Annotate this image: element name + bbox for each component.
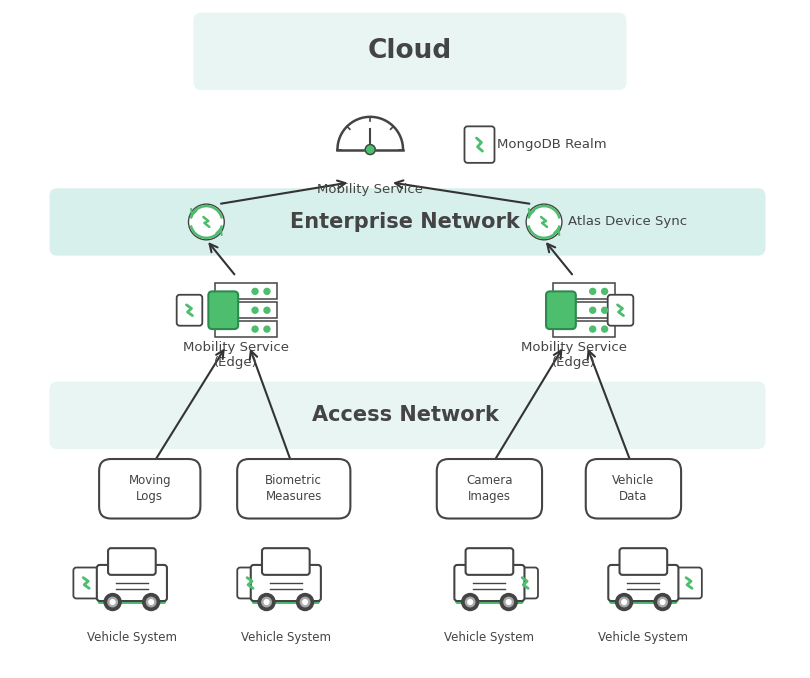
Circle shape xyxy=(264,307,270,313)
FancyBboxPatch shape xyxy=(553,283,615,299)
Circle shape xyxy=(147,597,156,607)
FancyBboxPatch shape xyxy=(454,565,524,601)
Circle shape xyxy=(264,288,270,294)
Circle shape xyxy=(252,307,258,313)
FancyBboxPatch shape xyxy=(262,549,309,575)
Circle shape xyxy=(252,326,258,332)
FancyBboxPatch shape xyxy=(553,321,615,337)
Text: Vehicle System: Vehicle System xyxy=(87,631,177,644)
Circle shape xyxy=(526,204,562,240)
FancyBboxPatch shape xyxy=(455,589,523,604)
Circle shape xyxy=(301,597,309,607)
Circle shape xyxy=(654,593,671,610)
Circle shape xyxy=(620,597,629,607)
Circle shape xyxy=(506,599,511,604)
Text: Vehicle
Data: Vehicle Data xyxy=(612,475,654,503)
FancyBboxPatch shape xyxy=(513,567,538,599)
FancyBboxPatch shape xyxy=(620,549,667,575)
Text: Cloud: Cloud xyxy=(368,39,452,64)
Circle shape xyxy=(264,326,270,332)
Text: Moving
Logs: Moving Logs xyxy=(129,475,171,503)
FancyBboxPatch shape xyxy=(237,567,263,599)
Circle shape xyxy=(590,326,595,332)
Circle shape xyxy=(262,597,271,607)
Circle shape xyxy=(189,204,224,240)
Circle shape xyxy=(500,593,517,610)
Text: Atlas Device Sync: Atlas Device Sync xyxy=(568,216,687,228)
FancyBboxPatch shape xyxy=(553,302,615,318)
FancyBboxPatch shape xyxy=(215,283,277,299)
FancyBboxPatch shape xyxy=(252,589,320,604)
FancyBboxPatch shape xyxy=(466,549,514,575)
Circle shape xyxy=(466,597,475,607)
Circle shape xyxy=(143,593,160,610)
Circle shape xyxy=(108,597,117,607)
FancyBboxPatch shape xyxy=(98,589,166,604)
FancyBboxPatch shape xyxy=(177,295,202,325)
Circle shape xyxy=(602,326,608,332)
Circle shape xyxy=(658,597,667,607)
Circle shape xyxy=(602,307,608,313)
Text: Access Network: Access Network xyxy=(312,405,498,425)
FancyBboxPatch shape xyxy=(437,459,542,519)
Text: Mobility Service
(Edge): Mobility Service (Edge) xyxy=(183,341,289,369)
Circle shape xyxy=(252,288,258,294)
Circle shape xyxy=(660,599,665,604)
FancyBboxPatch shape xyxy=(97,565,167,601)
FancyBboxPatch shape xyxy=(74,567,99,599)
FancyBboxPatch shape xyxy=(608,295,633,325)
FancyBboxPatch shape xyxy=(464,126,494,163)
FancyBboxPatch shape xyxy=(194,13,626,90)
FancyBboxPatch shape xyxy=(215,302,277,318)
Circle shape xyxy=(365,144,375,155)
Text: Enterprise Network: Enterprise Network xyxy=(290,212,520,232)
FancyBboxPatch shape xyxy=(609,589,677,604)
Circle shape xyxy=(504,597,514,607)
FancyBboxPatch shape xyxy=(99,459,200,519)
FancyBboxPatch shape xyxy=(49,188,765,256)
Text: Mobility Service: Mobility Service xyxy=(318,183,424,196)
FancyBboxPatch shape xyxy=(208,292,238,329)
FancyBboxPatch shape xyxy=(546,292,576,329)
FancyBboxPatch shape xyxy=(586,459,681,519)
FancyBboxPatch shape xyxy=(237,459,351,519)
Circle shape xyxy=(616,593,633,610)
Circle shape xyxy=(303,599,308,604)
Text: Biometric
Measures: Biometric Measures xyxy=(266,475,322,503)
Circle shape xyxy=(602,288,608,294)
Text: Mobility Service
(Edge): Mobility Service (Edge) xyxy=(521,341,627,369)
FancyBboxPatch shape xyxy=(49,382,765,449)
Circle shape xyxy=(590,288,595,294)
Circle shape xyxy=(296,593,313,610)
Circle shape xyxy=(590,307,595,313)
Text: Vehicle System: Vehicle System xyxy=(241,631,330,644)
Text: Vehicle System: Vehicle System xyxy=(445,631,535,644)
Circle shape xyxy=(258,593,275,610)
Circle shape xyxy=(462,593,479,610)
Text: MongoDB Realm: MongoDB Realm xyxy=(497,138,607,151)
Circle shape xyxy=(622,599,626,604)
Circle shape xyxy=(110,599,115,604)
Circle shape xyxy=(149,599,153,604)
FancyBboxPatch shape xyxy=(215,321,277,337)
Text: Camera
Images: Camera Images xyxy=(467,475,513,503)
Circle shape xyxy=(104,593,122,610)
FancyBboxPatch shape xyxy=(608,565,679,601)
Circle shape xyxy=(468,599,472,604)
Text: Vehicle System: Vehicle System xyxy=(599,631,688,644)
FancyBboxPatch shape xyxy=(676,567,701,599)
FancyBboxPatch shape xyxy=(251,565,321,601)
Circle shape xyxy=(264,599,269,604)
FancyBboxPatch shape xyxy=(108,549,156,575)
